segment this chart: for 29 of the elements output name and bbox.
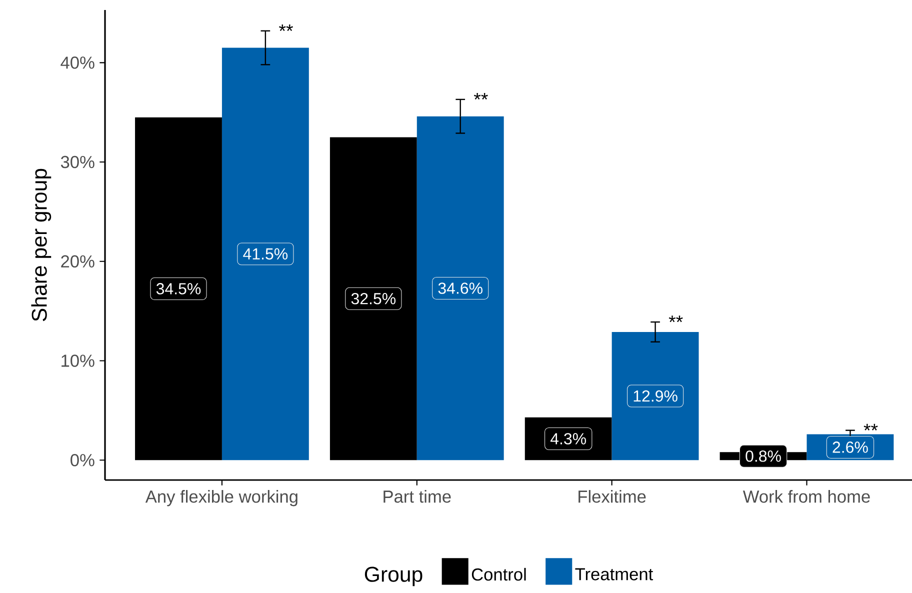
bar — [416, 116, 504, 460]
data-label: 41.5% — [243, 248, 288, 260]
y-axis-title: Share per group — [31, 168, 52, 322]
legend-title: Group — [364, 566, 422, 586]
bar — [222, 48, 309, 460]
y-tick-label: 10% — [62, 354, 94, 367]
annotation: ** — [474, 93, 488, 100]
y-tick-label: 30% — [60, 156, 94, 168]
data-label: 34.6% — [438, 282, 482, 294]
bar — [612, 332, 699, 460]
data-label: 2.6% — [832, 442, 868, 453]
x-tick-label: Any flexible working — [145, 490, 298, 506]
data-label: 4.3% — [550, 433, 586, 444]
data-label: 32.5% — [351, 293, 396, 304]
annotation: ** — [668, 316, 683, 322]
x-tick-label: Part time — [384, 490, 451, 503]
bar — [135, 117, 222, 460]
x-tick-label: Work from home — [742, 490, 870, 503]
legend-label: Treatment — [575, 568, 654, 580]
y-tick-label: 40% — [60, 56, 94, 69]
data-label: 12.9% — [634, 390, 678, 402]
y-tick-label: 0% — [70, 454, 94, 466]
x-tick-label: Flexitime — [578, 490, 646, 503]
legend-label: Control — [472, 568, 526, 581]
annotation: ** — [279, 24, 293, 31]
y-tick-label: 20% — [61, 255, 94, 268]
annotation: ** — [864, 424, 878, 430]
bar — [330, 137, 417, 460]
data-label: 34.5% — [156, 283, 201, 294]
